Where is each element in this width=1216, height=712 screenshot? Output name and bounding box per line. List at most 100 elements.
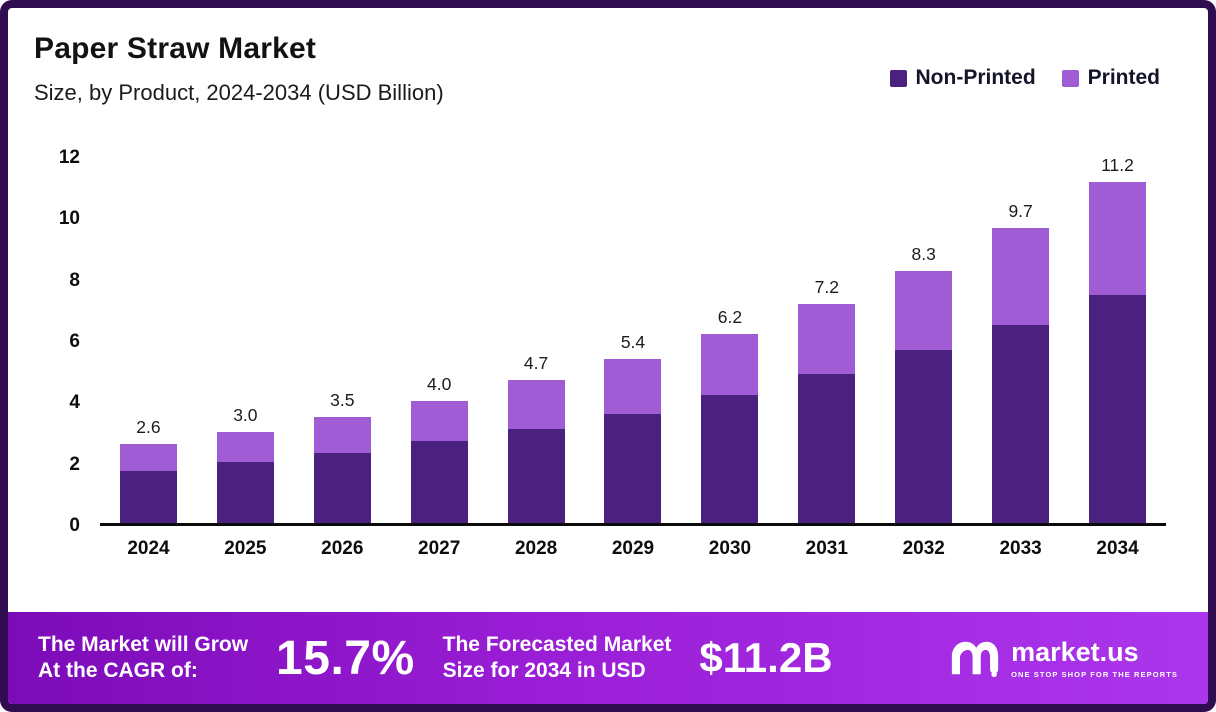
y-tick-label: 2 <box>69 453 80 475</box>
bar-column: 4.0 <box>391 158 488 523</box>
plot-wrap: 2.6 3.0 3.5 4.0 4.7 5.4 6.2 7.2 8.3 9.7 11.2 <box>100 155 1166 526</box>
bar-segment-printed <box>216 431 274 463</box>
stacked-bar <box>507 380 565 523</box>
bar-total-label: 7.2 <box>814 277 839 298</box>
stacked-bar <box>1089 182 1147 523</box>
x-tick-label: 2025 <box>224 538 267 559</box>
forecast-caption-line2: Size for 2034 in USD <box>442 659 646 682</box>
bar-total-label: 4.7 <box>523 353 549 374</box>
bar-total-label: 3.0 <box>233 404 258 425</box>
chart-area: 0 2 4 6 8 10 12 2.6 3.0 3.5 4.0 4.7 5.4 6.2 7.2 8.3 9.7… <box>38 147 1178 598</box>
chart-header: Paper Straw Market Size, by Product, 202… <box>34 32 444 106</box>
market-us-logo-icon <box>951 641 999 678</box>
chart-subtitle: Size, by Product, 2024-2034 (USD Billion… <box>34 80 444 105</box>
brand-tagline: ONE STOP SHOP FOR THE REPORTS <box>1011 670 1178 679</box>
bar-segment-printed <box>604 358 662 414</box>
bar-segment-non-printed <box>992 325 1050 523</box>
y-tick-label: 10 <box>58 208 80 230</box>
legend-label: Non-Printed <box>915 66 1036 89</box>
bar-segment-printed <box>313 416 371 454</box>
bar-segment-printed <box>895 270 953 350</box>
legend-label: Printed <box>1087 66 1160 89</box>
brand-name: market.us <box>1011 637 1139 667</box>
stacked-bar <box>895 270 953 523</box>
cagr-caption-line1: The Market will Grow <box>38 632 249 656</box>
cagr-value: 15.7% <box>276 631 415 685</box>
bar-segment-non-printed <box>895 349 953 523</box>
bar-column: 3.5 <box>294 158 391 523</box>
bar-total-label: 9.7 <box>1008 200 1033 221</box>
stacked-bar <box>119 443 177 523</box>
y-tick-label: 12 <box>58 147 80 168</box>
x-tick-label: 2033 <box>999 538 1042 559</box>
bottom-banner: The Market will Grow At the CAGR of: 15.… <box>8 612 1208 704</box>
x-tick-label: 2024 <box>127 538 170 559</box>
y-tick-label: 8 <box>69 269 80 291</box>
legend-item: Printed <box>1061 66 1160 90</box>
bar-segment-non-printed <box>410 440 468 523</box>
bar-column: 2.6 <box>100 158 197 523</box>
bar-column: 9.7 <box>972 158 1069 523</box>
stacked-bar <box>604 358 662 523</box>
bar-total-label: 4.0 <box>427 374 452 395</box>
x-tick-label: 2034 <box>1096 538 1139 559</box>
bar-total-label: 3.5 <box>330 389 355 410</box>
x-axis: 2024 2025 2026 2027 2028 2029 2030 2031 2032 2033… <box>100 538 1166 560</box>
bar-segment-non-printed <box>313 453 371 523</box>
bar-column: 4.7 <box>488 158 585 523</box>
plot-area: 2.6 3.0 3.5 4.0 4.7 5.4 6.2 7.2 8.3 9.7 11.2 <box>100 155 1166 523</box>
stacked-bar <box>798 304 856 523</box>
brand-text: market.us ONE STOP SHOP FOR THE REPORTS <box>1011 637 1178 679</box>
bar-segment-non-printed <box>701 395 759 523</box>
stacked-bar <box>410 401 468 523</box>
bar-total-label: 2.6 <box>136 416 161 437</box>
y-tick-label: 0 <box>69 515 80 536</box>
bar-column: 11.2 <box>1069 155 1166 523</box>
bar-column: 7.2 <box>778 158 875 523</box>
bar-segment-non-printed <box>604 413 662 523</box>
bar-segment-printed <box>119 443 177 472</box>
bar-column: 5.4 <box>585 158 682 523</box>
bar-segment-non-printed <box>216 462 274 523</box>
cagr-caption-line2: At the CAGR of: <box>38 659 198 682</box>
bar-column: 8.3 <box>875 158 972 523</box>
y-axis: 0 2 4 6 8 10 12 <box>38 147 88 536</box>
bar-column: 3.0 <box>197 158 294 523</box>
bar-segment-printed <box>507 380 565 429</box>
legend-swatch-icon <box>889 69 907 87</box>
bar-segment-non-printed <box>798 373 856 523</box>
x-tick-label: 2028 <box>514 538 558 559</box>
bar-segment-non-printed <box>1089 294 1147 523</box>
legend-swatch-icon <box>1061 69 1079 87</box>
stacked-bar <box>992 227 1050 523</box>
bar-segment-non-printed <box>119 471 177 523</box>
bar-total-label: 11.2 <box>1101 155 1134 176</box>
cagr-caption: The Market will Grow At the CAGR of: <box>38 632 248 685</box>
x-tick-label: 2032 <box>902 538 945 559</box>
y-tick-label: 4 <box>69 392 80 414</box>
forecast-caption: The Forecasted Market Size for 2034 in U… <box>443 632 672 685</box>
bar-segment-printed <box>701 334 759 396</box>
stacked-bar <box>313 416 371 523</box>
brand-block: market.us ONE STOP SHOP FOR THE REPORTS <box>947 637 1178 679</box>
y-tick-label: 6 <box>69 331 80 352</box>
x-tick-label: 2027 <box>418 538 461 559</box>
x-tick-label: 2026 <box>321 538 364 559</box>
bar-total-label: 6.2 <box>717 307 743 328</box>
forecast-caption-line1: The Forecasted Market <box>442 632 672 656</box>
forecast-value: $11.2B <box>699 634 833 681</box>
stacked-bar <box>216 431 274 523</box>
bar-segment-printed <box>798 304 856 374</box>
x-tick-label: 2031 <box>805 538 848 559</box>
stacked-bar <box>701 334 759 523</box>
bar-segment-printed <box>1089 182 1147 295</box>
bar-segment-non-printed <box>507 428 565 523</box>
chart-title: Paper Straw Market <box>34 32 317 65</box>
chart-legend: Non-Printed Printed <box>889 66 1160 90</box>
bar-column: 6.2 <box>681 158 778 523</box>
bar-total-label: 8.3 <box>911 243 936 264</box>
x-tick-label: 2029 <box>611 538 655 559</box>
bar-segment-printed <box>410 401 468 441</box>
legend-item: Non-Printed <box>889 66 1036 90</box>
